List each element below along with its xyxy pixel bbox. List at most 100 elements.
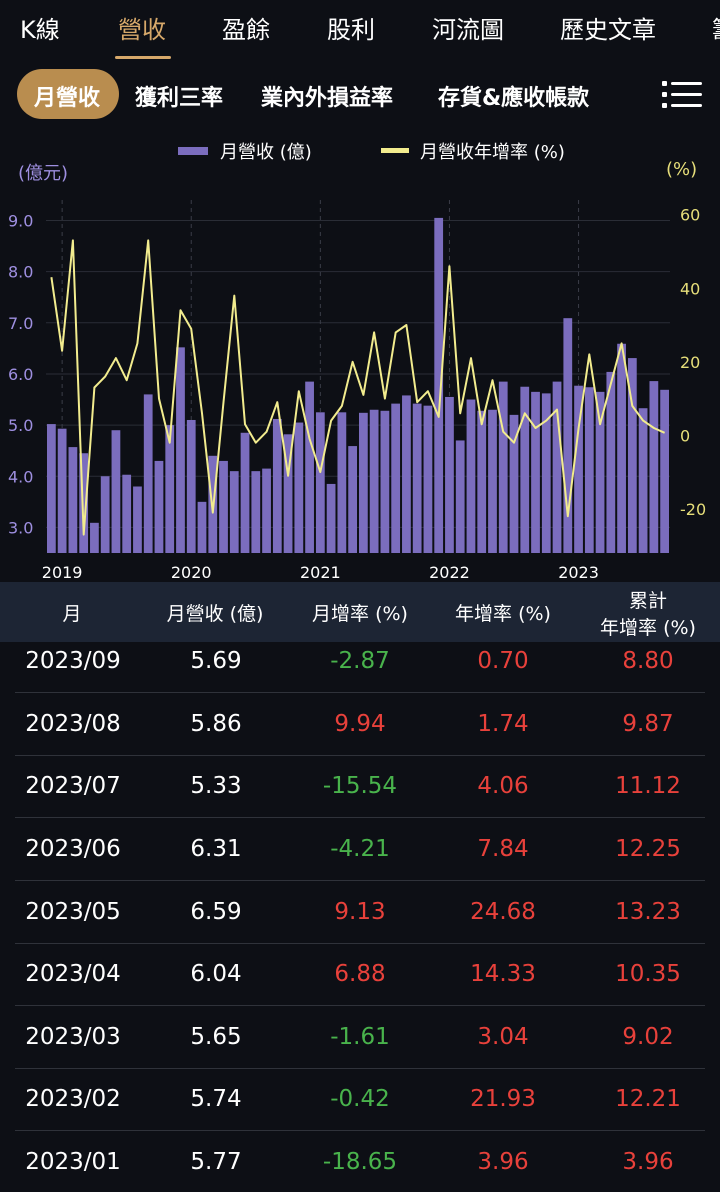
y-right-tick-label: 40 [680, 279, 700, 298]
tab-chips[interactable]: 籌 [712, 10, 720, 45]
cell-cumulative-yoy: 13.23 [615, 899, 681, 925]
table-row[interactable]: 2023/03 5.65 -1.61 3.04 9.02 [0, 1018, 720, 1081]
cell-month: 2023/07 [25, 773, 121, 799]
cell-mom: 9.13 [334, 899, 386, 925]
cell-cumulative-yoy: 3.96 [622, 1149, 674, 1175]
table-row[interactable]: 2023/09 5.69 -2.87 0.70 8.80 [0, 642, 720, 705]
revenue-bar [111, 430, 121, 553]
top-tab-bar: K線 營收 盈餘 股利 河流圖 歷史文章 籌 [0, 0, 720, 62]
revenue-bar [423, 405, 433, 553]
subtab-nonoperating-ratio[interactable]: 業內外損益率 [261, 86, 394, 111]
cell-mom: 6.88 [334, 961, 386, 987]
revenue-bar [660, 389, 669, 553]
revenue-bar [154, 460, 164, 553]
subtab-profit-ratios[interactable]: 獲利三率 [135, 86, 224, 111]
revenue-bar [563, 318, 573, 553]
revenue-bar [133, 486, 142, 553]
header-cumulative-yoy: 年增率 (%) [600, 617, 696, 639]
legend-revenue-label: 月營收 (億) [220, 142, 312, 163]
revenue-bar [595, 391, 605, 553]
tab-earnings[interactable]: 盈餘 [222, 16, 270, 44]
cell-yoy: 21.93 [470, 1086, 536, 1112]
revenue-bar [251, 471, 261, 553]
table-row[interactable]: 2023/04 6.04 6.88 14.33 10.35 [0, 955, 720, 1018]
table-row[interactable]: 2023/08 5.86 9.94 1.74 9.87 [0, 705, 720, 768]
y-left-tick-label: 9.0 [8, 211, 33, 230]
hamburger-icon[interactable] [662, 80, 702, 110]
active-tab-indicator [115, 56, 171, 59]
table-header: 月 月營收 (億) 月增率 (%) 年增率 (%) 累計 年增率 (%) [0, 582, 720, 642]
revenue-bar [359, 412, 368, 553]
legend-yoy-swatch [381, 148, 409, 153]
revenue-bar [649, 381, 659, 553]
x-tick-label: 2022 [429, 563, 470, 582]
row-divider [15, 1005, 705, 1006]
revenue-bar [348, 446, 357, 553]
revenue-bar [466, 399, 476, 553]
cell-month: 2023/03 [25, 1024, 121, 1050]
subtab-monthly-revenue[interactable]: 月營收 [34, 86, 101, 111]
cell-cumulative-yoy: 8.80 [622, 648, 674, 674]
table-row[interactable]: 2023/06 6.31 -4.21 7.84 12.25 [0, 830, 720, 893]
cell-month: 2023/05 [25, 899, 121, 925]
tab-dividend[interactable]: 股利 [327, 16, 375, 44]
revenue-bar [262, 468, 271, 553]
revenue-bar [100, 476, 110, 553]
y-left-tick-label: 3.0 [8, 518, 33, 537]
revenue-bar [445, 396, 454, 553]
cell-revenue: 5.86 [190, 711, 242, 737]
revenue-bar [122, 474, 132, 553]
revenue-table: 2023/09 5.69 -2.87 0.70 8.80 2023/08 5.8… [0, 642, 720, 1192]
revenue-chart: 9.0 8.0 7.0 6.0 5.0 4.0 3.0 60 40 20 0 -20 2019 2020 2… [8, 200, 706, 582]
tab-k-line[interactable]: K線 [20, 16, 60, 44]
row-divider [15, 1068, 705, 1069]
revenue-bar [143, 394, 153, 553]
cell-yoy: 3.96 [477, 1149, 529, 1175]
row-divider [15, 755, 705, 756]
revenue-bar [574, 385, 583, 553]
cell-month: 2023/02 [25, 1086, 121, 1112]
yoy-line [50, 239, 666, 536]
y-left-tick-label: 6.0 [8, 365, 33, 384]
revenue-bar [380, 410, 390, 553]
legend-revenue-swatch [178, 147, 208, 155]
revenue-bar [434, 217, 444, 553]
tab-history-articles[interactable]: 歷史文章 [560, 16, 656, 44]
table-row[interactable]: 2023/07 5.33 -15.54 4.06 11.12 [0, 767, 720, 830]
revenue-bar [488, 409, 497, 553]
table-row[interactable]: 2023/02 5.74 -0.42 21.93 12.21 [0, 1080, 720, 1143]
revenue-bar [176, 347, 185, 553]
cell-yoy: 3.04 [477, 1024, 529, 1050]
cell-cumulative-yoy: 9.87 [622, 711, 674, 737]
tab-revenue[interactable]: 營收 [118, 16, 166, 44]
right-axis-unit: (%) [666, 159, 698, 180]
cell-cumulative-yoy: 10.35 [615, 961, 681, 987]
revenue-bar [186, 419, 196, 553]
table-row[interactable]: 2023/05 6.59 9.13 24.68 13.23 [0, 893, 720, 956]
x-tick-label: 2023 [558, 563, 599, 582]
header-cumulative: 累計 [628, 590, 667, 612]
left-axis-unit: (億元) [18, 163, 69, 184]
cell-yoy: 1.74 [477, 711, 529, 737]
revenue-bar [68, 447, 78, 553]
cell-month: 2023/06 [25, 836, 121, 862]
header-mom: 月增率 (%) [312, 603, 408, 625]
row-divider [15, 817, 705, 818]
subtab-inventory-receivables[interactable]: 存貨&應收帳款 [438, 86, 590, 111]
revenue-bar [412, 403, 422, 553]
tab-river-chart[interactable]: 河流圖 [432, 16, 504, 44]
cell-cumulative-yoy: 12.21 [615, 1086, 681, 1112]
cell-month: 2023/04 [25, 961, 121, 987]
cell-cumulative-yoy: 11.12 [615, 773, 681, 799]
cell-yoy: 4.06 [477, 773, 529, 799]
revenue-bar [326, 483, 336, 553]
revenue-bar [531, 391, 540, 553]
revenue-bar [606, 371, 616, 553]
row-divider [15, 1130, 705, 1131]
revenue-bar [552, 381, 562, 553]
revenue-bar [197, 501, 207, 553]
table-row[interactable]: 2023/01 5.77 -18.65 3.96 3.96 [0, 1143, 720, 1192]
cell-revenue: 6.59 [190, 899, 242, 925]
revenue-bar [283, 434, 293, 553]
cell-mom: -0.42 [330, 1086, 390, 1112]
